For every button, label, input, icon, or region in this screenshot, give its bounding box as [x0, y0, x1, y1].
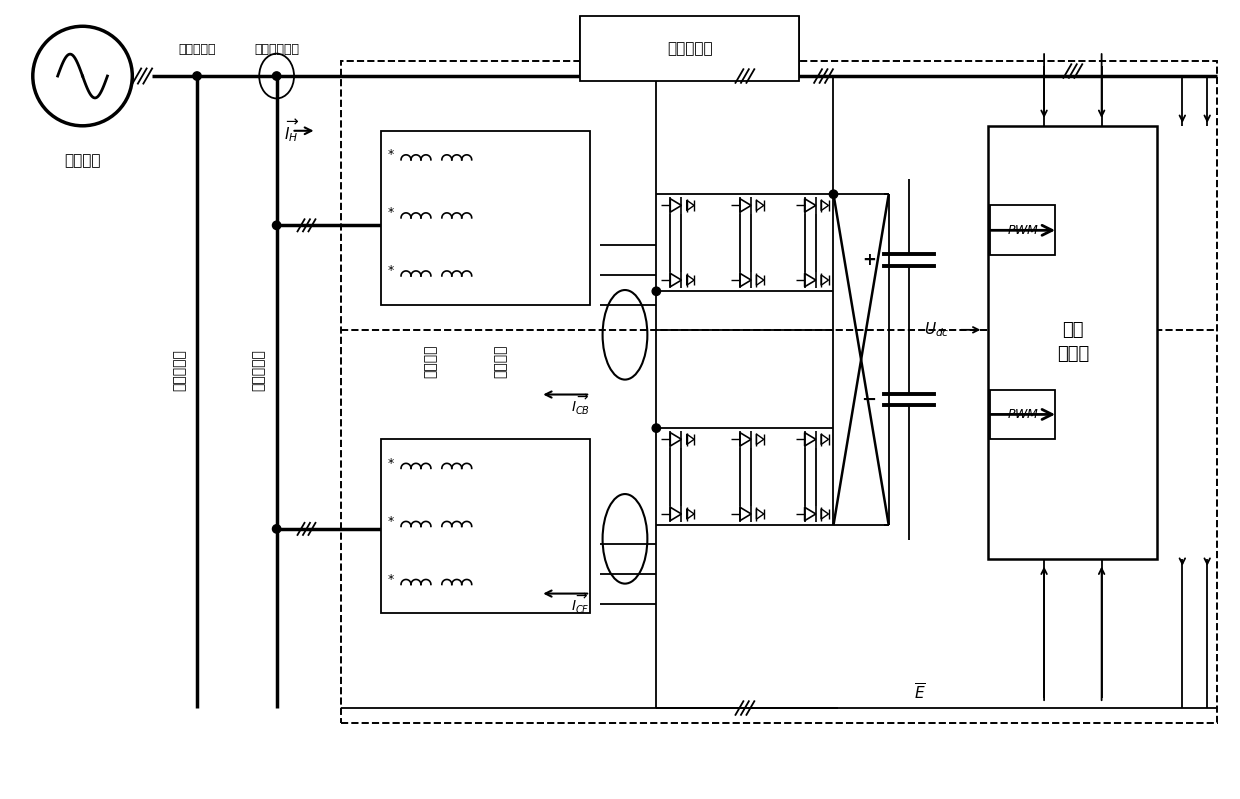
Text: $PWM$: $PWM$ — [1007, 224, 1039, 237]
Text: +: + — [862, 251, 875, 269]
Circle shape — [652, 287, 661, 296]
Circle shape — [273, 221, 280, 229]
Text: 并网电感: 并网电感 — [494, 344, 507, 378]
Text: 单元
控制器: 单元 控制器 — [1056, 321, 1089, 363]
Text: *: * — [388, 457, 394, 470]
Circle shape — [193, 72, 201, 80]
Bar — [991, 390, 1055, 439]
Circle shape — [652, 424, 661, 432]
Circle shape — [830, 190, 838, 198]
Bar — [381, 439, 590, 614]
Text: $\overrightarrow{I_{CF}}$: $\overrightarrow{I_{CF}}$ — [570, 591, 589, 615]
Text: *: * — [388, 573, 394, 586]
Bar — [988, 125, 1157, 559]
Text: *: * — [388, 264, 394, 277]
Bar — [991, 205, 1055, 255]
Text: −: − — [862, 391, 877, 408]
Circle shape — [273, 525, 280, 533]
Text: $PWM$: $PWM$ — [1007, 408, 1039, 421]
Text: *: * — [388, 149, 394, 161]
Text: $\overrightarrow{I_{CB}}$: $\overrightarrow{I_{CB}}$ — [570, 392, 590, 416]
Circle shape — [273, 72, 280, 80]
Text: 后向组母线: 后向组母线 — [252, 348, 265, 391]
Bar — [341, 61, 1218, 723]
Text: 前向组母线: 前向组母线 — [172, 348, 186, 391]
Text: $U_{dc}$: $U_{dc}$ — [924, 320, 949, 340]
Text: $\overrightarrow{I_H}$: $\overrightarrow{I_H}$ — [284, 117, 299, 145]
Bar — [580, 16, 799, 81]
Text: 三相电网: 三相电网 — [64, 153, 100, 168]
Text: *: * — [388, 515, 394, 528]
Text: 网侧补偿点: 网侧补偿点 — [179, 43, 216, 56]
Text: 非线性负载: 非线性负载 — [667, 42, 713, 56]
Text: *: * — [388, 206, 394, 220]
Text: $\overline{E}$: $\overline{E}$ — [914, 683, 925, 703]
Bar — [381, 131, 590, 305]
Text: 共模电感: 共模电感 — [424, 344, 438, 378]
Text: 负载侧补偿点: 负载侧补偿点 — [254, 43, 299, 56]
